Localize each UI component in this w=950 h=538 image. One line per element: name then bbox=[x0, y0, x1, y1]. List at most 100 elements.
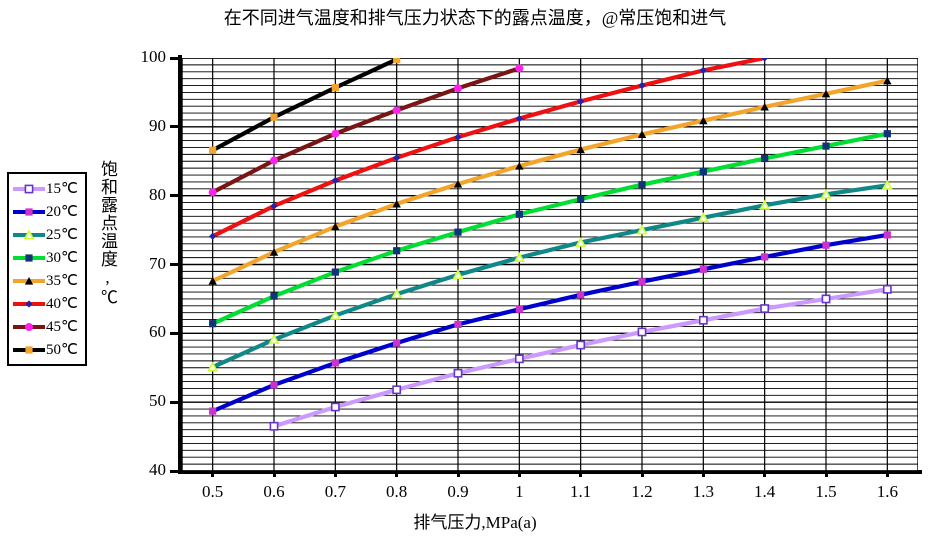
data-point-marker bbox=[393, 247, 401, 255]
x-tick-label: 0.7 bbox=[324, 482, 346, 501]
data-point-marker bbox=[515, 305, 523, 313]
x-tick bbox=[517, 471, 521, 477]
data-point-marker bbox=[515, 64, 524, 73]
legend-item-20℃[interactable]: 20℃ bbox=[11, 200, 83, 223]
data-point-marker bbox=[760, 304, 770, 313]
data-point-marker bbox=[637, 327, 647, 337]
x-tick bbox=[211, 471, 215, 477]
x-tick-label: 1.5 bbox=[815, 482, 837, 501]
data-point-marker bbox=[883, 231, 891, 239]
y-axis-title: 饱和露点温度,℃ bbox=[98, 160, 117, 306]
data-point-marker bbox=[392, 199, 401, 208]
data-point-marker bbox=[637, 130, 647, 139]
y-tick bbox=[170, 469, 182, 473]
data-point-marker bbox=[638, 181, 646, 189]
series-40℃ bbox=[209, 58, 769, 240]
x-tick-label: 1.6 bbox=[876, 482, 898, 501]
y-tick bbox=[170, 331, 182, 335]
y-tick bbox=[170, 263, 182, 266]
y-tick bbox=[170, 56, 182, 60]
legend-item-25℃[interactable]: 25℃ bbox=[11, 223, 83, 246]
data-point-marker bbox=[393, 339, 401, 347]
x-tick-label: 1.2 bbox=[631, 482, 653, 501]
data-point-marker bbox=[820, 188, 832, 199]
y-tick bbox=[170, 125, 182, 129]
y-tick bbox=[170, 400, 182, 404]
data-point-marker bbox=[636, 224, 648, 235]
legend-item-label: 15℃ bbox=[46, 181, 78, 197]
x-tick-label: 0.8 bbox=[386, 482, 408, 501]
legend-item-50℃[interactable]: 50℃ bbox=[11, 338, 83, 361]
data-point-marker bbox=[209, 407, 217, 415]
data-point-marker bbox=[759, 199, 771, 210]
y-tick-label: 60 bbox=[149, 322, 166, 342]
x-tick bbox=[885, 471, 889, 477]
data-point-marker bbox=[454, 228, 462, 236]
data-point-marker bbox=[760, 102, 769, 111]
legend-item-label: 30℃ bbox=[46, 250, 78, 266]
y-tick-label: 80 bbox=[149, 184, 166, 204]
legend-item-label: 20℃ bbox=[46, 204, 78, 220]
data-point-marker bbox=[209, 320, 217, 328]
data-point-marker bbox=[699, 265, 707, 273]
data-point-marker bbox=[392, 106, 401, 115]
data-point-marker bbox=[761, 58, 769, 62]
data-point-marker bbox=[698, 315, 708, 325]
legend-item-15℃[interactable]: 15℃ bbox=[11, 177, 83, 200]
data-series-layer bbox=[207, 58, 893, 431]
x-tick bbox=[640, 471, 644, 477]
data-point-marker bbox=[576, 340, 586, 350]
data-point-marker bbox=[881, 179, 893, 190]
plot-area bbox=[182, 58, 918, 471]
x-tick-label: 1.3 bbox=[692, 482, 714, 501]
data-point-marker bbox=[330, 402, 340, 412]
series-50℃ bbox=[209, 58, 401, 154]
data-point-marker bbox=[697, 212, 709, 223]
series-30℃ bbox=[209, 130, 891, 328]
legend-swatch-icon bbox=[13, 227, 45, 243]
series-25℃ bbox=[207, 179, 893, 372]
data-point-marker bbox=[515, 114, 523, 123]
data-point-marker bbox=[513, 251, 525, 263]
x-tick-label: 1.4 bbox=[754, 482, 776, 501]
data-point-marker bbox=[331, 268, 339, 276]
data-point-marker bbox=[270, 156, 278, 165]
data-point-marker bbox=[209, 232, 217, 240]
legend: 15℃ 20℃ 25℃ 30℃ 35℃ 40℃ 45℃ 50℃ bbox=[7, 172, 87, 366]
legend-item-label: 35℃ bbox=[46, 273, 78, 289]
legend-item-45℃[interactable]: 45℃ bbox=[11, 315, 83, 338]
legend-swatch-icon bbox=[13, 250, 45, 266]
data-point-marker bbox=[638, 278, 646, 286]
legend-swatch-icon bbox=[13, 319, 45, 335]
y-tick-label: 100 bbox=[140, 47, 167, 66]
x-axis-title: 排气压力,MPa(a) bbox=[413, 513, 537, 532]
data-point-marker bbox=[577, 97, 585, 105]
data-point-marker bbox=[883, 130, 891, 138]
data-point-marker bbox=[515, 210, 523, 218]
y-tick-label: 50 bbox=[149, 391, 166, 411]
data-point-marker bbox=[331, 222, 340, 231]
legend-item-30℃[interactable]: 30℃ bbox=[11, 246, 83, 269]
x-tick bbox=[824, 471, 828, 477]
data-point-marker bbox=[269, 421, 279, 431]
data-point-marker bbox=[453, 179, 463, 188]
data-point-marker bbox=[454, 133, 462, 141]
legend-item-35℃[interactable]: 35℃ bbox=[11, 269, 83, 292]
x-axis-line bbox=[178, 470, 922, 474]
data-point-marker bbox=[207, 361, 219, 372]
data-point-marker bbox=[268, 333, 280, 344]
data-point-marker bbox=[393, 58, 401, 63]
legend-swatch-icon bbox=[13, 204, 45, 220]
legend-swatch-icon bbox=[13, 181, 45, 197]
data-point-marker bbox=[699, 116, 708, 125]
series-20℃ bbox=[209, 231, 891, 415]
data-point-marker bbox=[514, 354, 524, 364]
x-tick bbox=[272, 471, 276, 477]
legend-item-label: 50℃ bbox=[46, 342, 78, 358]
y-tick-label: 40 bbox=[149, 460, 166, 479]
data-point-marker bbox=[822, 142, 830, 150]
y-tick-label: 70 bbox=[149, 253, 166, 273]
data-point-marker bbox=[577, 291, 585, 299]
legend-item-40℃[interactable]: 40℃ bbox=[11, 292, 83, 315]
